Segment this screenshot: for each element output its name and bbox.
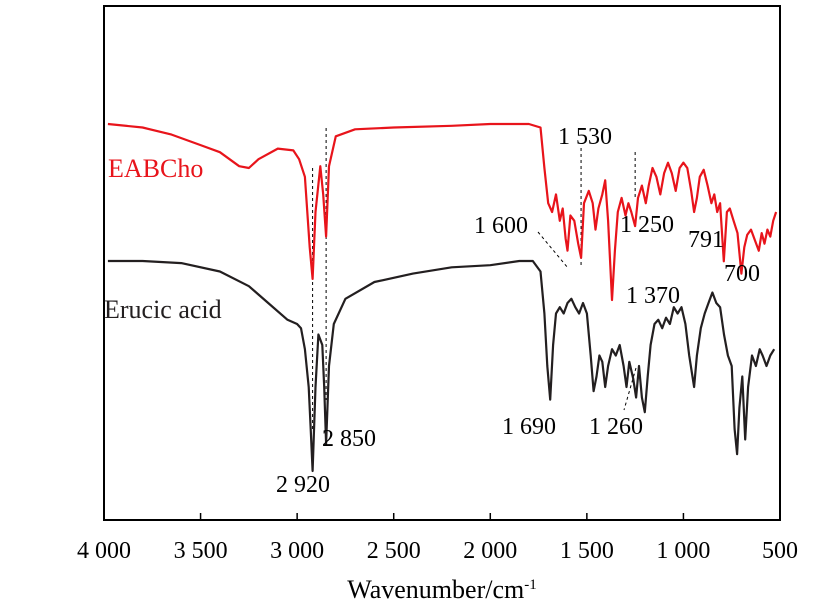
ref-line-1260 xyxy=(623,367,637,411)
x-tick-label: 3 500 xyxy=(174,538,228,564)
reference-lines xyxy=(312,128,637,432)
x-tick-label: 2 500 xyxy=(367,538,421,564)
series-label-eabcho: EABCho xyxy=(108,154,203,183)
spectra xyxy=(107,122,778,473)
x-tick-label: 1 500 xyxy=(560,538,614,564)
peak-label: 1 260 xyxy=(589,414,643,440)
series-line-eabcho xyxy=(107,122,778,302)
peak-label: 1 690 xyxy=(502,414,556,440)
peak-label: 2 850 xyxy=(322,426,376,452)
peak-label: 1 250 xyxy=(620,212,674,238)
x-axis-title: Wavenumber/cm-1 xyxy=(347,575,536,604)
peak-label: 1 600 xyxy=(474,213,528,239)
peak-label: 700 xyxy=(724,261,760,287)
ref-line-1600 xyxy=(537,231,569,269)
x-tick-label: 3 000 xyxy=(270,538,324,564)
x-axis-ticks xyxy=(103,513,781,520)
peak-label: 791 xyxy=(688,227,724,253)
peak-label: 1 530 xyxy=(558,124,612,150)
series-line-erucic-acid xyxy=(107,259,776,473)
x-tick-label: 1 000 xyxy=(656,538,710,564)
x-axis-tick-labels: 4 000 3 500 3 000 2 500 2 000 1 500 1 000 500 xyxy=(77,538,798,564)
peak-label: 1 370 xyxy=(626,283,680,309)
x-tick-label: 2 000 xyxy=(463,538,517,564)
peak-label: 2 920 xyxy=(276,472,330,498)
x-tick-label: 500 xyxy=(762,538,798,564)
plot-frame xyxy=(103,5,781,521)
x-tick-label: 4 000 xyxy=(77,538,131,564)
series-label-erucic-acid: Erucic acid xyxy=(104,295,222,324)
